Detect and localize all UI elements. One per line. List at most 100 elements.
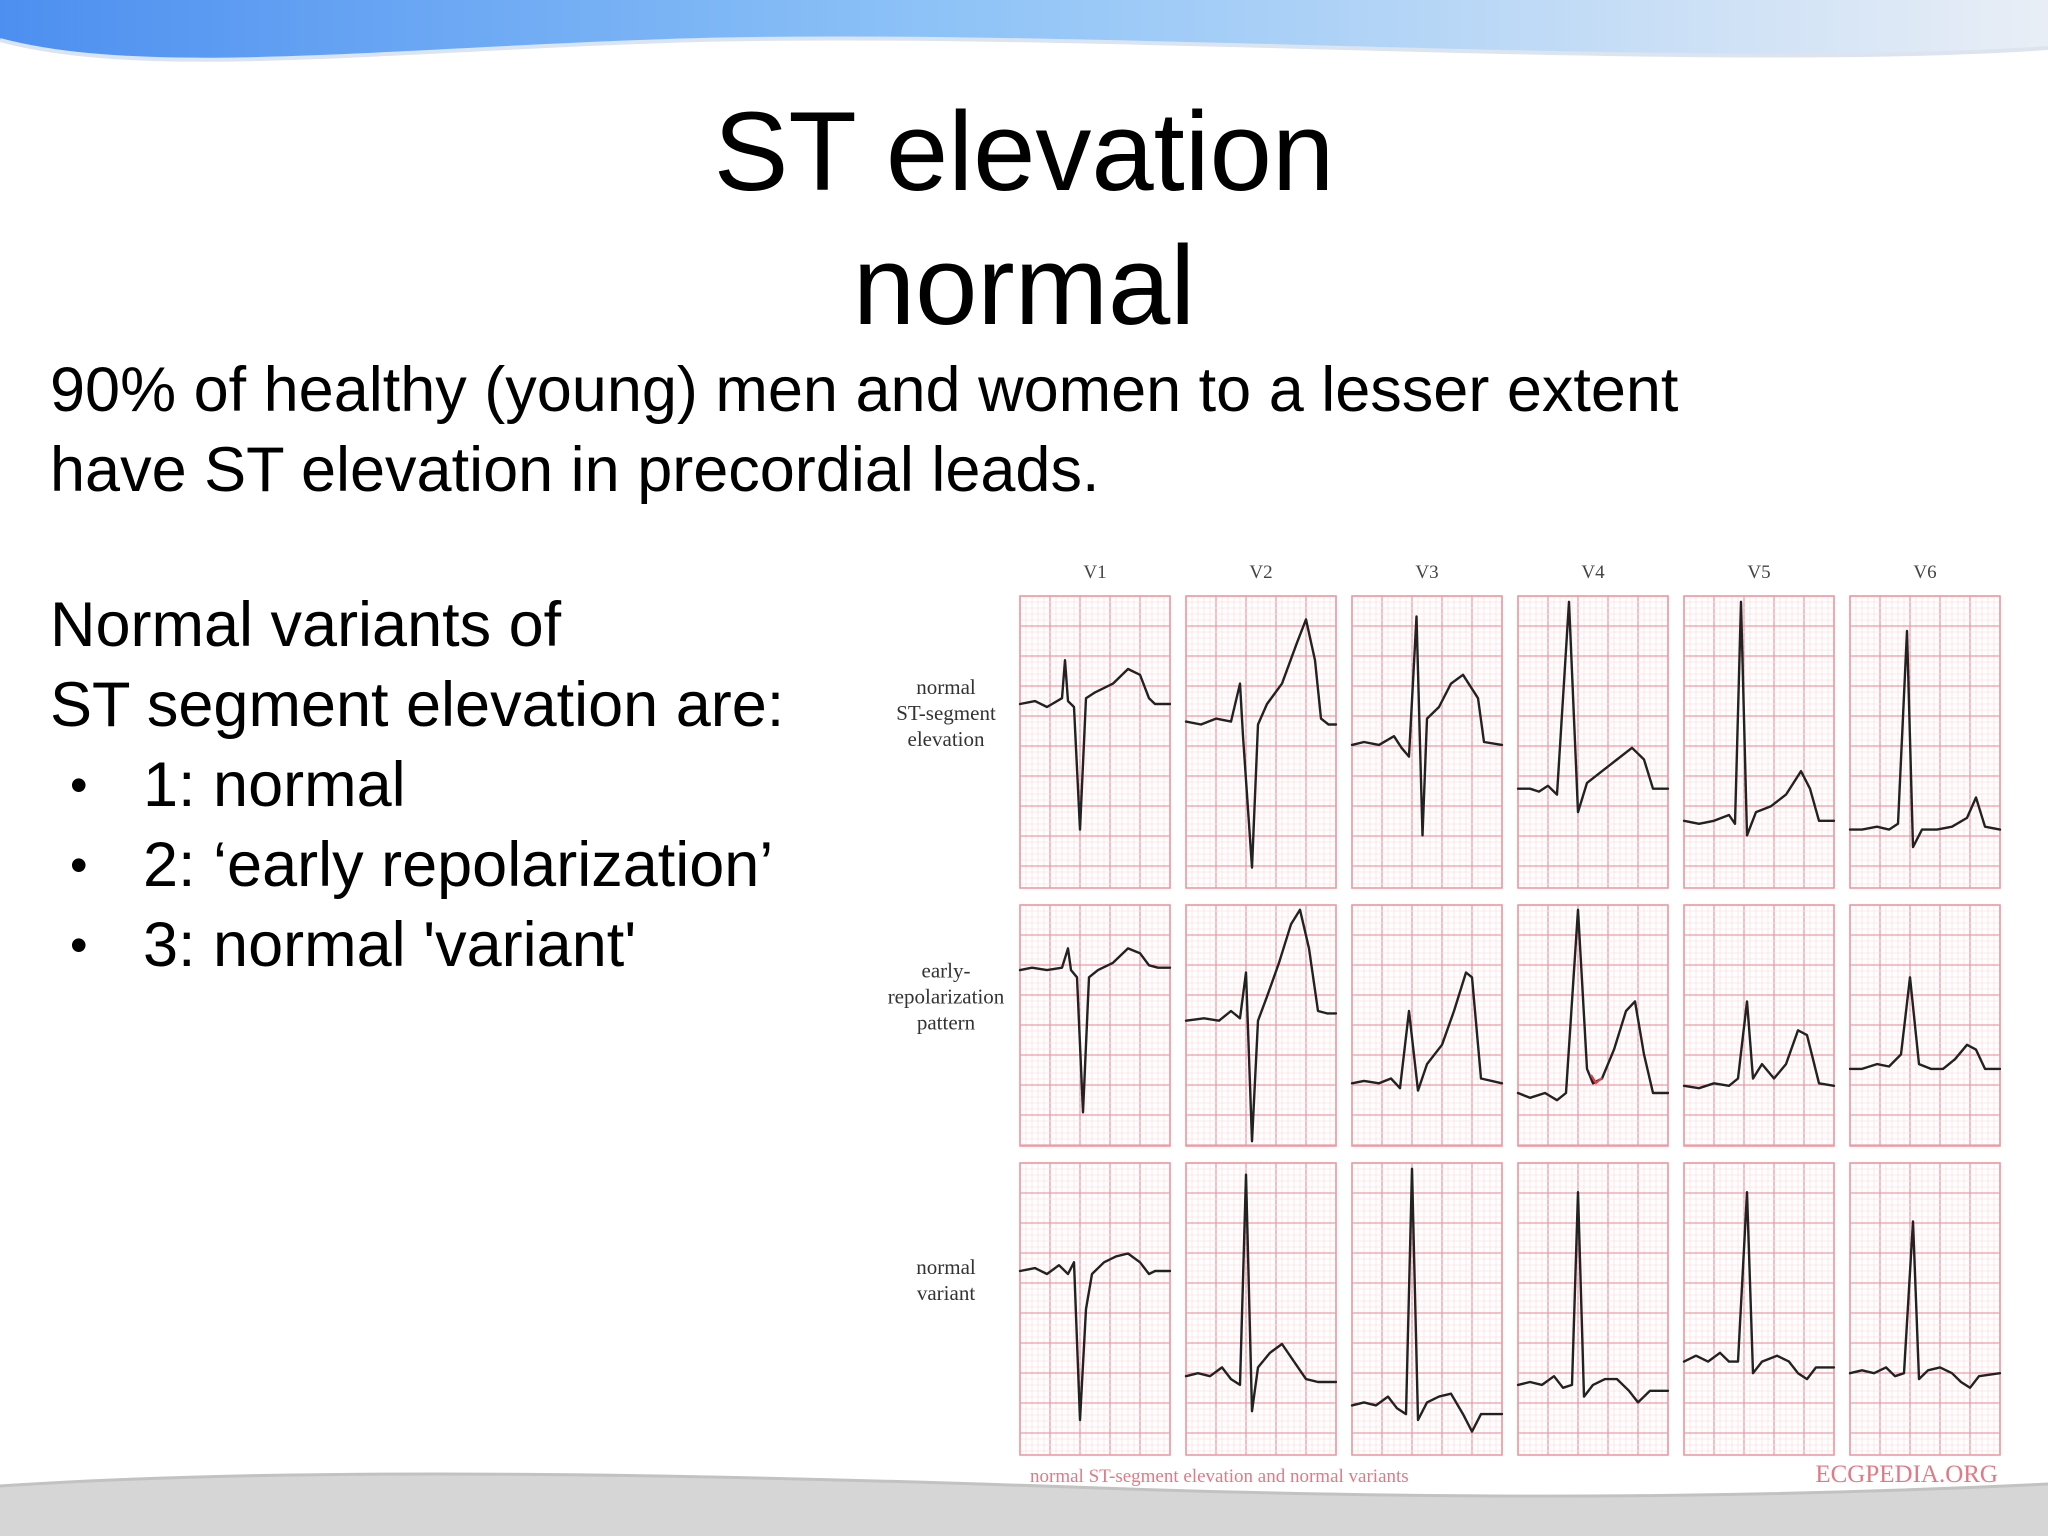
bullet-icon: • xyxy=(70,837,88,893)
panel-border xyxy=(1351,1162,1503,1456)
bullet-icon: • xyxy=(70,917,88,973)
grid-background xyxy=(1518,596,1668,888)
panel-border xyxy=(1517,1162,1669,1456)
ecg-panel-v2 xyxy=(1184,904,1338,1147)
ecg-trace xyxy=(1350,971,1504,1092)
variant-item-text: 1: normal xyxy=(143,750,406,820)
ecg-panel-v1 xyxy=(1018,1162,1172,1456)
panel-border xyxy=(1683,1162,1835,1456)
panel-border xyxy=(1019,595,1171,889)
bottom-wave-decoration xyxy=(0,1472,2048,1536)
figure-caption: normal ST-segment elevation and normal v… xyxy=(1030,1466,1409,1487)
ecg-trace xyxy=(1350,1167,1504,1433)
ecg-panel-v2 xyxy=(1184,595,1338,889)
ecg-panel-v5 xyxy=(1682,595,1836,889)
panel-border xyxy=(1517,904,1669,1147)
variant-item-text: 2: ‘early repolarization’ xyxy=(143,830,774,900)
title-line-2: normal xyxy=(852,223,1196,348)
variant-item: • 3: normal 'variant' xyxy=(50,905,773,985)
variants-heading-line-2: ST segment elevation are: xyxy=(50,670,785,740)
grid-background xyxy=(1186,596,1336,888)
ecg-panel-v1 xyxy=(1018,904,1172,1147)
ecg-trace xyxy=(1682,1000,1836,1090)
ecg-trace xyxy=(1682,1191,1836,1381)
row-label-line: repolarization xyxy=(888,985,1005,1009)
variants-heading: Normal variants of ST segment elevation … xyxy=(50,585,910,745)
row-label-line: normal xyxy=(916,1255,976,1279)
intro-line-2: have ST elevation in precordial leads. xyxy=(50,435,1100,505)
lead-label-v1: V1 xyxy=(1083,562,1106,583)
ecg-panel-v4 xyxy=(1516,595,1670,889)
ecg-trace xyxy=(1516,600,1670,814)
ecg-panel-v3 xyxy=(1350,904,1504,1147)
ecg-trace xyxy=(1516,908,1670,1102)
ecg-trace xyxy=(1848,1220,2002,1389)
ecg-trace xyxy=(1682,600,1836,837)
variants-heading-line-1: Normal variants of xyxy=(50,590,562,660)
variant-item-text: 3: normal 'variant' xyxy=(143,910,637,980)
ecg-trace xyxy=(1018,947,1172,1114)
row-label-line: ST-segment xyxy=(896,701,996,725)
lead-label-v3: V3 xyxy=(1415,562,1438,583)
grid-background xyxy=(1684,1163,1834,1455)
ecgpedia-logo: ECGPEDIA.ORG xyxy=(1815,1461,1998,1488)
panel-border xyxy=(1351,595,1503,889)
grid-background xyxy=(1850,1163,2000,1455)
lead-label-v5: V5 xyxy=(1747,562,1770,583)
intro-line-1: 90% of healthy (young) men and women to … xyxy=(50,355,1679,425)
panel-border xyxy=(1351,904,1503,1147)
row-label-line: early- xyxy=(922,959,971,983)
row-label-line: elevation xyxy=(908,727,985,751)
panel-border xyxy=(1849,1162,2001,1456)
ecg-panel-v3 xyxy=(1350,595,1504,889)
grid-background xyxy=(1518,1163,1668,1455)
row-label-line: pattern xyxy=(917,1011,976,1035)
grid-background xyxy=(1020,1163,1170,1455)
ecg-trace xyxy=(1848,976,2002,1071)
panel-border xyxy=(1185,1162,1337,1456)
lead-label-v6: V6 xyxy=(1913,562,1936,583)
variant-item: • 1: normal xyxy=(50,745,773,825)
ecg-trace xyxy=(1184,618,1338,869)
ecg-panel-v1 xyxy=(1018,595,1172,889)
ecg-panel-v5 xyxy=(1682,1162,1836,1456)
ecg-trace xyxy=(1516,1191,1670,1404)
variant-list: • 1: normal • 2: ‘early repolarization’ … xyxy=(50,745,773,985)
j-point-marker xyxy=(1590,1074,1603,1085)
grid-background xyxy=(1186,1163,1336,1455)
panel-border xyxy=(1019,1162,1171,1456)
slide-title: ST elevation normal xyxy=(0,85,2048,353)
ecg-panel-v6 xyxy=(1848,1162,2002,1456)
grid-background xyxy=(1352,1163,1502,1455)
grid-background xyxy=(1020,596,1170,888)
ecg-panel-v4 xyxy=(1516,1162,1670,1456)
panel-border xyxy=(1185,904,1337,1147)
ecg-trace xyxy=(1848,629,2002,849)
ecg-panel-v4 xyxy=(1516,904,1670,1147)
panel-border xyxy=(1517,595,1669,889)
ecg-figure: V1 V2 V3 V4 V5 V6normalST-segmentelevationear… xyxy=(888,562,2002,1488)
ecg-trace xyxy=(1350,615,1504,837)
panel-border xyxy=(1849,904,2001,1147)
row-label-line: normal xyxy=(916,675,976,699)
panel-border xyxy=(1683,595,1835,889)
ecg-panel-v2 xyxy=(1184,1162,1338,1456)
lead-label-v4: V4 xyxy=(1581,562,1605,583)
lead-label-v2: V2 xyxy=(1249,562,1272,583)
panel-border xyxy=(1683,904,1835,1147)
ecg-trace xyxy=(1018,658,1172,831)
grid-background xyxy=(1850,596,2000,888)
ecg-trace xyxy=(1018,1252,1172,1422)
panel-border xyxy=(1849,595,2001,889)
ecg-panel-v6 xyxy=(1848,904,2002,1147)
ecg-panel-v6 xyxy=(1848,595,2002,889)
ecg-trace xyxy=(1184,908,1338,1143)
bullet-icon: • xyxy=(70,757,88,813)
ecg-trace xyxy=(1184,1173,1338,1413)
ecg-panel-v3 xyxy=(1350,1162,1504,1456)
ecg-panel-v5 xyxy=(1682,904,1836,1147)
